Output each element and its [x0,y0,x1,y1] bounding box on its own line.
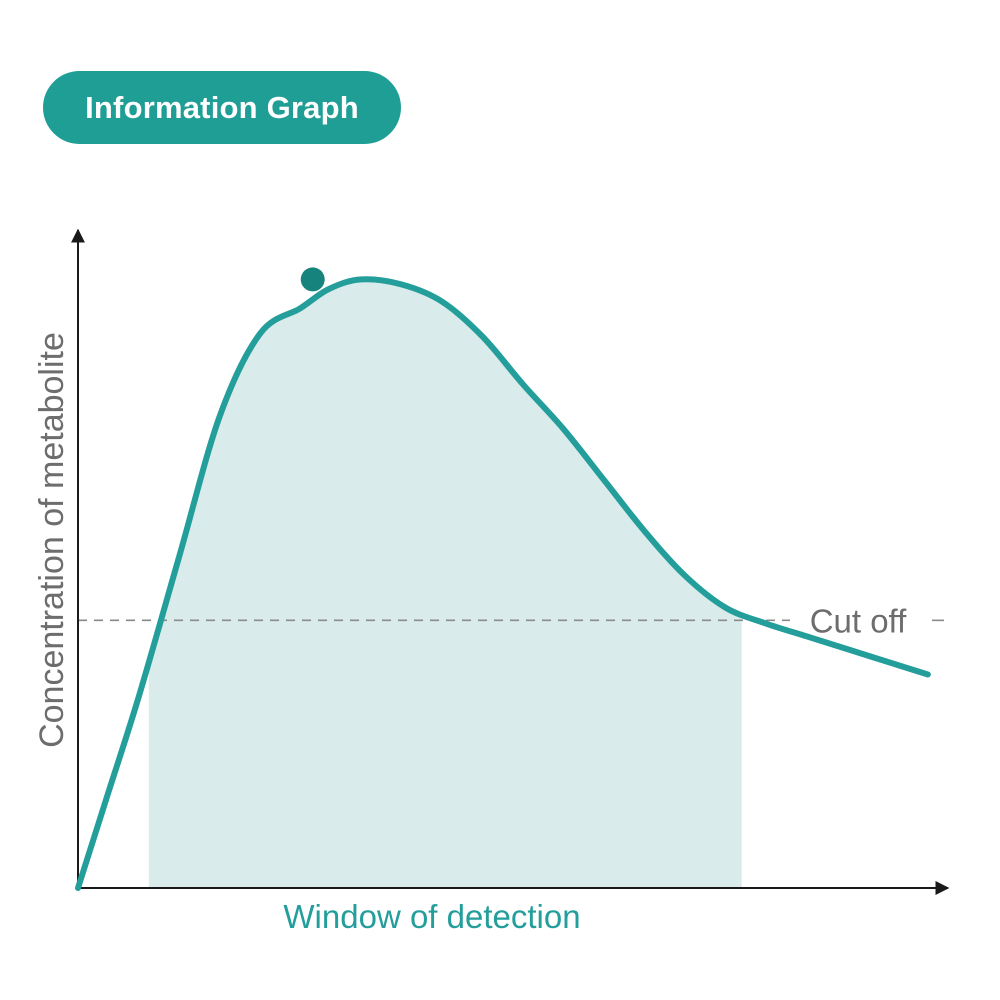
chart-title-badge: Information Graph [43,71,401,144]
chart-title: Information Graph [85,89,359,125]
y-axis-label: Concentration of metabolite [33,332,71,748]
window-of-detection-label: Window of detection [283,898,580,935]
cutoff-label: Cut off [810,602,907,639]
detection-window-area [148,279,742,888]
peak-marker [300,267,325,292]
concentration-curve [75,276,931,891]
